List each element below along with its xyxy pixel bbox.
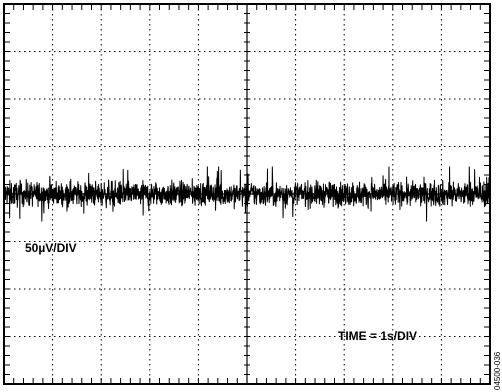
time-scale-label: TIME = 1s/DIV — [338, 329, 417, 343]
vertical-scale-label: 50µV/DIV — [25, 241, 77, 255]
plot-frame — [3, 3, 491, 385]
trace-path — [3, 166, 491, 222]
noise-trace — [3, 166, 491, 222]
figure-id: 04500-036 — [493, 351, 502, 390]
